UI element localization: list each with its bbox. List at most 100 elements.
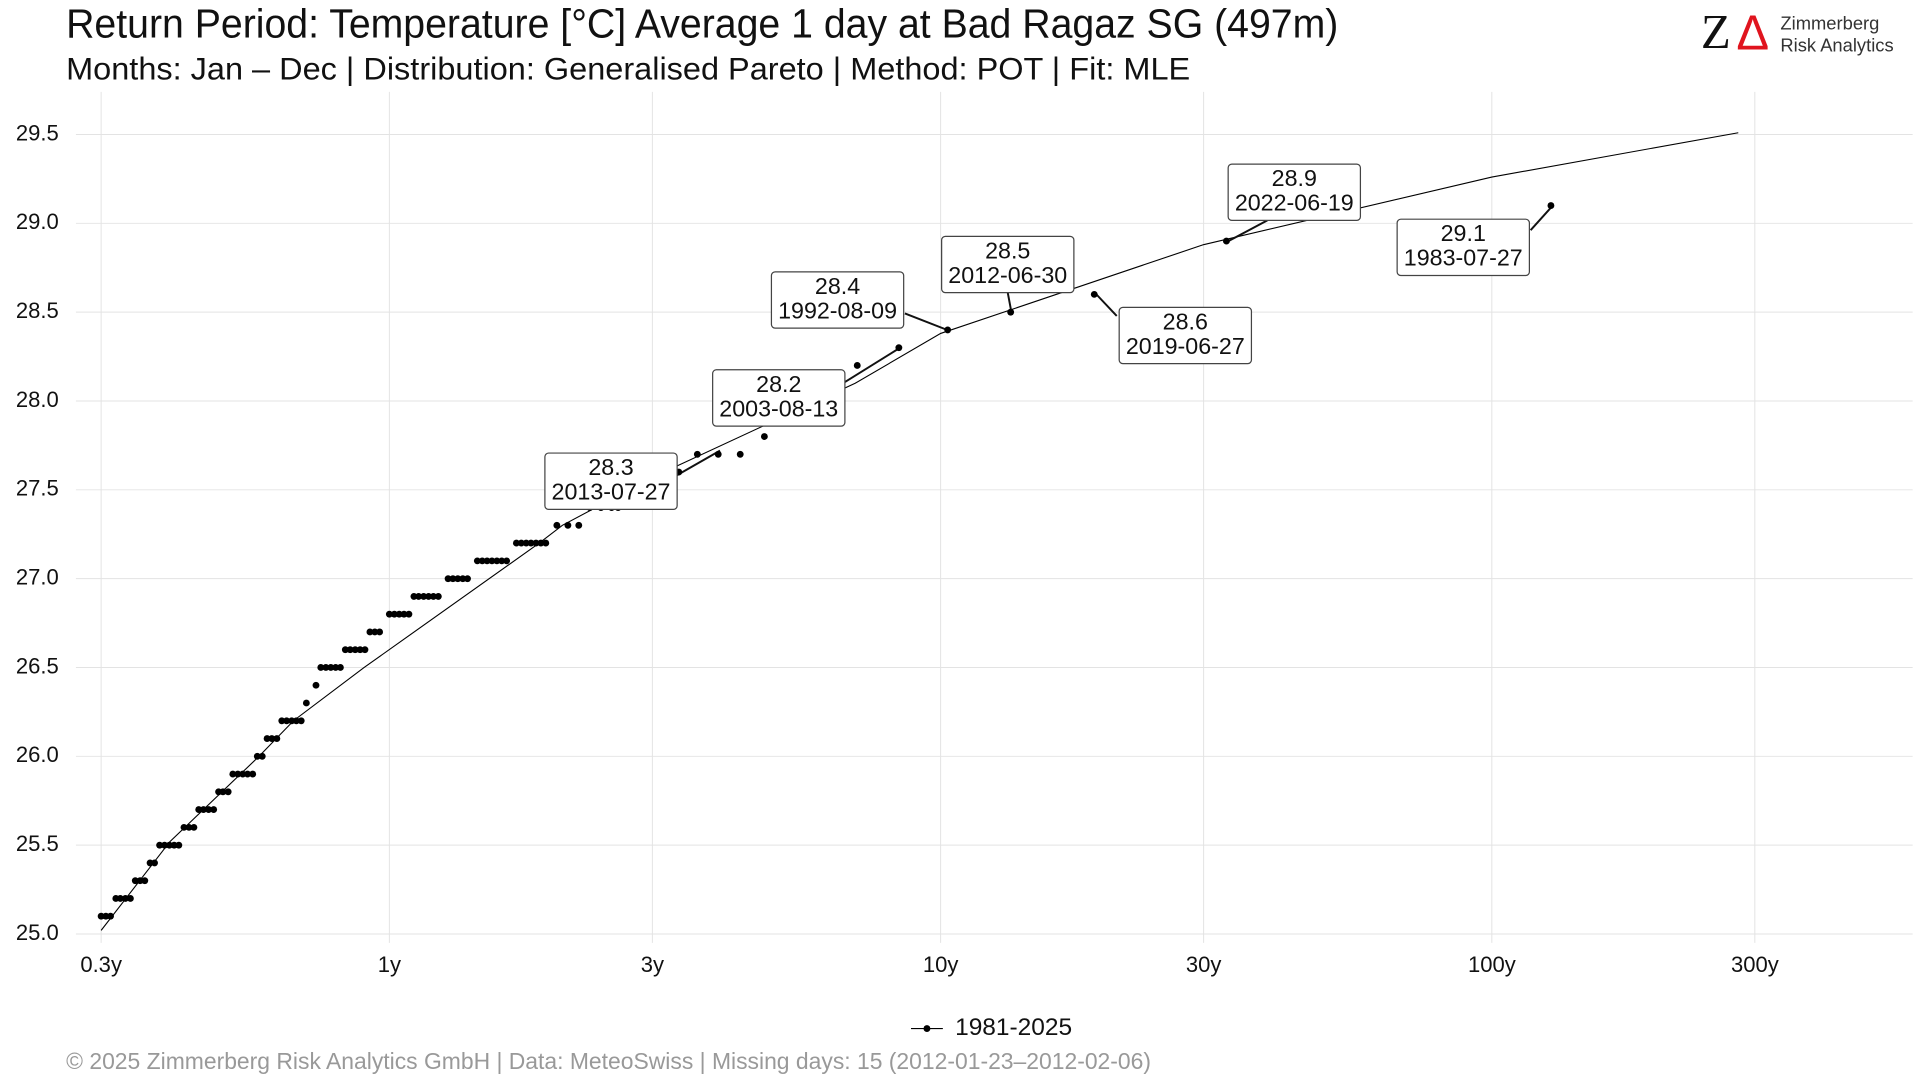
chart-title: Return Period: Temperature [°C] Average … (66, 1, 1338, 47)
logo-delta: Δ (1736, 7, 1769, 61)
y-tick-label: 28.0 (16, 387, 59, 412)
annotation-box (770, 271, 905, 329)
logo-line1: Zimmerberg (1780, 12, 1879, 33)
point (553, 521, 561, 529)
point (944, 326, 952, 334)
point (229, 770, 237, 778)
annotation-connector (676, 449, 721, 476)
point (483, 557, 491, 565)
point (1222, 237, 1230, 245)
point (234, 770, 242, 778)
y-tick-label: 26.0 (16, 742, 59, 767)
x-tick-label: 30y (1186, 952, 1222, 977)
point (253, 752, 261, 760)
point (366, 628, 374, 636)
annotation-connector (844, 346, 901, 383)
y-tick-label: 28.5 (16, 298, 59, 323)
y-tick-label: 27.0 (16, 564, 59, 589)
point (121, 895, 129, 902)
point (537, 539, 545, 547)
point (434, 592, 442, 600)
y-tick-label: 29.0 (16, 209, 59, 234)
point (341, 646, 349, 654)
y-tick-label: 29.5 (16, 120, 59, 145)
point (195, 806, 203, 814)
point (268, 735, 276, 742)
point (478, 557, 486, 565)
annotation-connector (1227, 219, 1268, 243)
point (332, 664, 340, 671)
point (498, 557, 506, 565)
point (205, 806, 213, 814)
point (522, 539, 530, 547)
point (400, 610, 408, 618)
y-tick-label: 25.0 (16, 920, 59, 945)
point (532, 539, 540, 547)
annotation-date: 2012-06-30 (948, 262, 1067, 288)
annotation-box (1118, 306, 1253, 365)
point (317, 664, 325, 671)
point (444, 575, 452, 583)
point (361, 646, 369, 654)
point (336, 664, 344, 671)
point (302, 699, 310, 707)
point (512, 539, 520, 547)
point (736, 450, 744, 458)
y-tick-label: 27.5 (16, 476, 59, 501)
point (165, 841, 173, 849)
point (405, 610, 413, 618)
point (322, 664, 330, 671)
annotation-connector (1529, 205, 1554, 231)
legend-marker (923, 1025, 931, 1032)
x-tick-label: 300y (1731, 952, 1779, 977)
point (714, 450, 722, 458)
x-tick-label: 10y (923, 952, 959, 977)
point (449, 575, 457, 583)
point (420, 592, 428, 600)
point (459, 575, 467, 583)
point (351, 646, 359, 654)
point (175, 841, 183, 849)
logo-line2: Risk Analytics (1780, 34, 1893, 55)
annotation-value: 28.3 (588, 454, 633, 480)
x-tick-label: 1y (378, 952, 401, 977)
point (493, 557, 501, 565)
point (503, 557, 511, 565)
point (693, 450, 701, 458)
annotation-box (544, 452, 678, 510)
annotation-box (941, 235, 1075, 294)
annotation-date: 1992-08-09 (778, 297, 897, 323)
point (376, 628, 384, 636)
annotation-value: 28.6 (1163, 308, 1208, 334)
annotation-box (1227, 163, 1362, 222)
point (371, 628, 379, 636)
y-tick-label: 26.5 (16, 653, 59, 678)
point (210, 806, 218, 814)
point (200, 806, 207, 814)
point (224, 788, 232, 796)
point (312, 681, 320, 689)
x-tick-label: 3y (641, 952, 664, 977)
point (141, 877, 149, 885)
point (258, 752, 266, 760)
point (895, 344, 903, 352)
chart-subtitle: Months: Jan – Dec | Distribution: Genera… (66, 50, 1190, 86)
point (356, 646, 364, 654)
point (185, 823, 193, 831)
point (473, 557, 481, 565)
point (575, 521, 583, 529)
point (564, 521, 572, 529)
point (517, 539, 525, 547)
annotation-box (712, 369, 846, 427)
point (161, 841, 168, 849)
point (853, 362, 861, 369)
point (136, 877, 144, 885)
point (760, 433, 768, 440)
point (1090, 290, 1098, 298)
point (410, 592, 418, 600)
annotation-date: 2003-08-13 (719, 395, 838, 421)
annotation-value: 28.9 (1272, 165, 1317, 191)
point (1007, 308, 1015, 316)
point (390, 610, 398, 618)
